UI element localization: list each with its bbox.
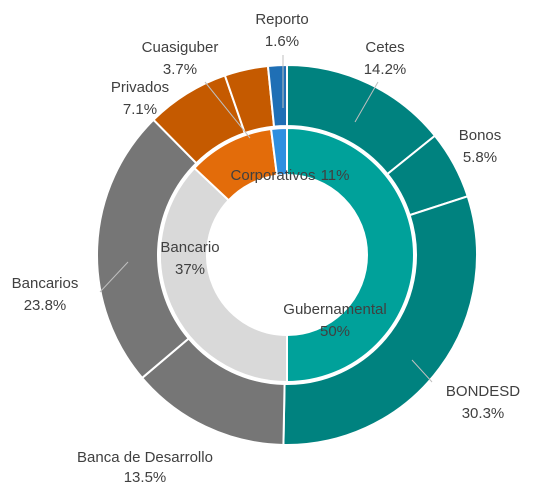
leader-line	[354, 81, 379, 123]
slice-value-label: 14.2%	[364, 61, 407, 78]
slice-name: Cetes	[365, 39, 404, 56]
leader-line	[411, 359, 433, 383]
slice-name: Banca de Desarrollo	[77, 449, 213, 466]
slice-value-label: 30.3%	[462, 405, 505, 422]
slice-value-label: 13.5%	[124, 469, 167, 486]
slice-name: Corporativos	[231, 167, 316, 184]
slice-value-label: 50%	[320, 323, 350, 340]
leader-lines	[99, 55, 433, 383]
slice-name: Bancario	[160, 239, 219, 256]
donut-slice	[269, 126, 288, 177]
slice-name: Bancarios	[12, 275, 79, 292]
slice-name: BONDESD	[446, 383, 520, 400]
donut-slice	[159, 166, 288, 384]
slice-name: Gubernamental	[283, 301, 386, 318]
slice-value-label: 3.7%	[163, 61, 197, 78]
slice-value-label: 37%	[175, 261, 205, 278]
donut-slice	[286, 126, 415, 384]
slice-name: Reporto	[255, 11, 308, 28]
slice-value-label: 1.6%	[265, 33, 299, 50]
leader-line	[204, 81, 251, 139]
slice-name: Cuasiguber	[142, 39, 219, 56]
donut-slice	[266, 63, 288, 128]
slice-value-label: 11%	[321, 167, 350, 184]
slice-name: Bonos	[459, 127, 502, 144]
slice-value-label: 5.8%	[463, 149, 497, 166]
leader-line	[99, 261, 129, 293]
donut-slice	[282, 195, 478, 446]
slice-label: Corporativos 11%	[231, 167, 350, 184]
slice-value-label: 23.8%	[24, 297, 67, 314]
slice-value-label: 7.1%	[123, 101, 157, 118]
slice-name: Privados	[111, 79, 169, 96]
